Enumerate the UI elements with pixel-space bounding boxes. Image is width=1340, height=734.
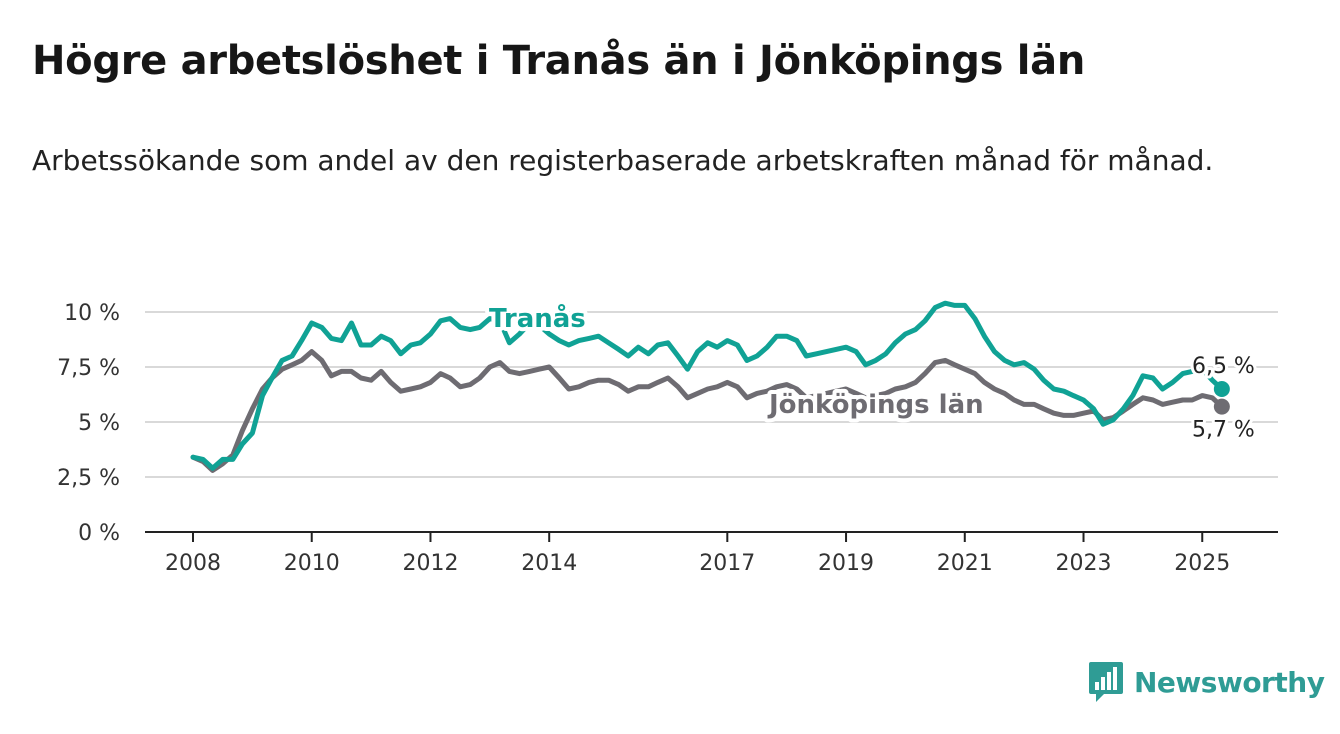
- x-tick-label: 2014: [521, 551, 577, 576]
- end-value-label-tranas: 6,5 %: [1192, 354, 1255, 379]
- chart-subtitle: Arbetssökande som andel av den registerb…: [32, 144, 1214, 177]
- y-tick-label: 10 %: [64, 301, 120, 326]
- end-point-jonkopings-lan: [1213, 398, 1230, 415]
- brand-name: Newsworthy: [1134, 665, 1325, 699]
- x-tick-label: 2019: [818, 551, 874, 576]
- x-tick-label: 2017: [699, 551, 755, 576]
- series-line-tranas: [190, 300, 1225, 471]
- x-tick-label: 2008: [165, 551, 221, 576]
- y-tick-label: 0 %: [78, 521, 120, 546]
- series-label-tranas: Tranås: [489, 302, 586, 334]
- x-tick-label: 2021: [937, 551, 993, 576]
- end-value-label-jonkopings-lan: 5,7 %: [1192, 418, 1255, 443]
- y-tick-label: 2,5 %: [57, 466, 120, 491]
- line-chart: 0 % 2,5 % 5 % 7,5 % 10 % 2008 2010 2012 2014 2017…: [57, 300, 1278, 576]
- brand-logo: Newsworthy: [1088, 660, 1325, 704]
- x-tick-label: 2010: [284, 551, 340, 576]
- x-tick-label: 2023: [1056, 551, 1112, 576]
- y-tick-label: 5 %: [78, 411, 120, 436]
- x-tick-label: 2012: [402, 551, 458, 576]
- end-point-tranas: [1213, 381, 1230, 397]
- series-line-jonkopings-lan: [190, 349, 1225, 473]
- x-tick-label: 2025: [1174, 551, 1230, 576]
- y-tick-label: 7,5 %: [57, 356, 120, 381]
- series-label-jonkopings-lan: Jönköpings län: [767, 390, 984, 420]
- chart-title: Högre arbetslöshet i Tranås än i Jönköpi…: [32, 38, 1086, 84]
- newsworthy-logo-icon: [1089, 662, 1123, 702]
